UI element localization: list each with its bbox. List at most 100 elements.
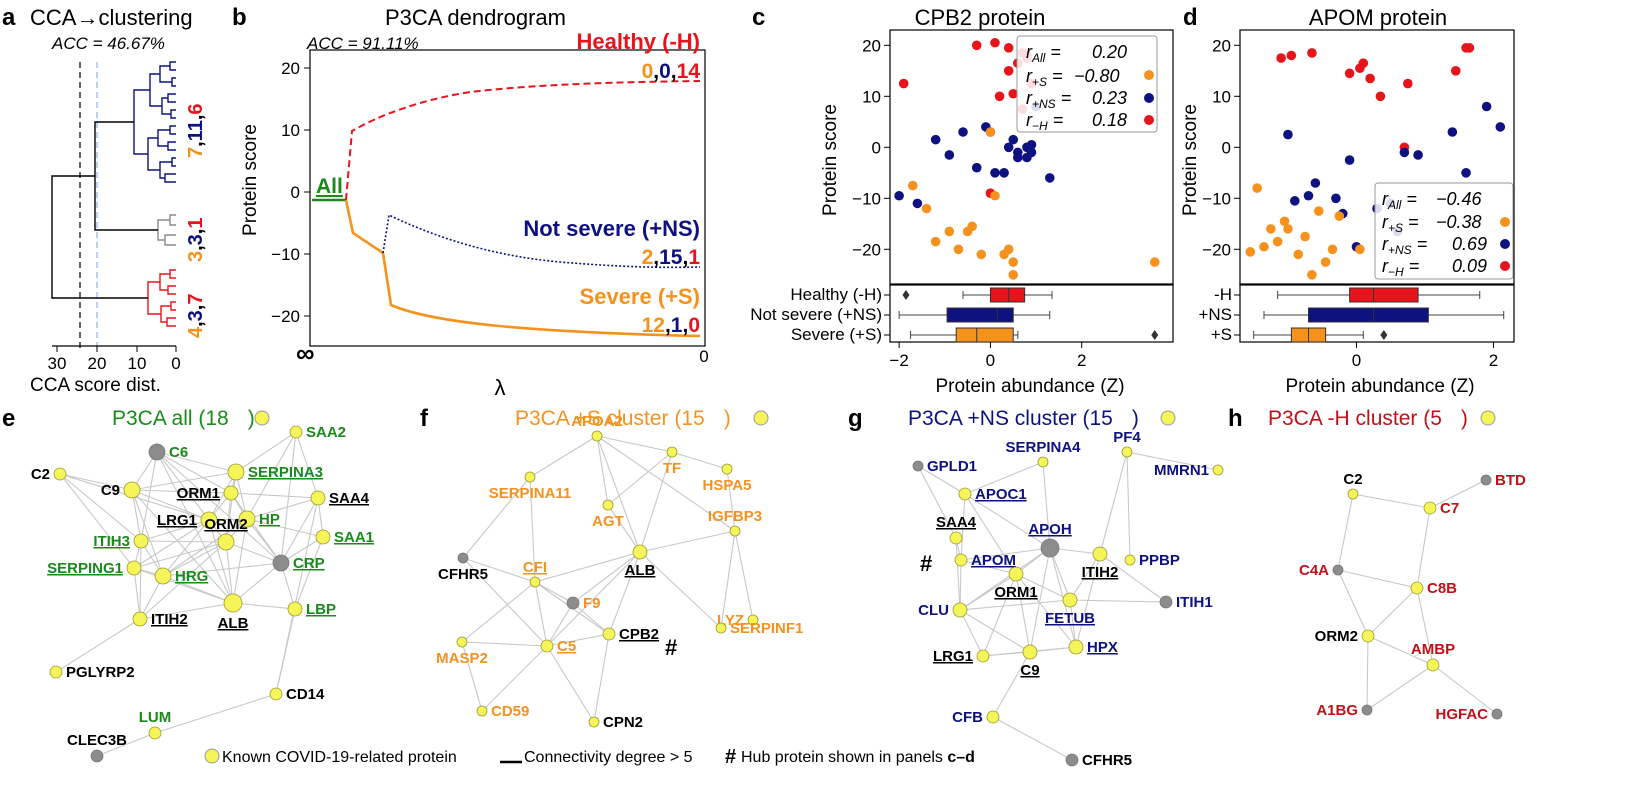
network-node-label: SAA4: [329, 490, 370, 507]
panel-c-yticks: −20 −10 0 10 20: [852, 36, 890, 259]
panel-f-title: P3CA +S cluster (15): [515, 407, 731, 430]
data-point: [1252, 183, 1262, 193]
network-node-label: APOM: [971, 552, 1016, 569]
data-point: [971, 162, 982, 173]
svg-text:−10: −10: [271, 245, 300, 264]
network-edge: [572, 602, 610, 635]
data-point: [1399, 147, 1410, 158]
network-node: [1347, 488, 1359, 500]
network-edge: [546, 633, 610, 647]
network-edge: [959, 547, 1051, 611]
network-edge: [529, 435, 598, 478]
dendro-cluster-red: [147, 269, 176, 327]
network-edge: [1367, 587, 1418, 637]
network-node-label: ALB: [625, 562, 656, 579]
network-node: [602, 499, 614, 511]
network-edge: [154, 693, 277, 734]
network-edge: [546, 645, 595, 723]
network-node-label: MMRN1: [1154, 462, 1209, 479]
network-node: [1423, 501, 1437, 515]
network-edge: [246, 518, 282, 564]
data-point: [958, 127, 968, 137]
network-node: [133, 533, 149, 549]
data-point: [1003, 43, 1014, 53]
network-node-label: CFB: [952, 709, 983, 726]
panel-a-title: CCA→clustering: [30, 5, 193, 30]
network-node-label: APOC1: [975, 486, 1027, 503]
panel-a-ticks: 30 20 10 0: [48, 346, 181, 373]
svg-text:10: 10: [281, 121, 300, 140]
network-edge: [133, 519, 210, 569]
network-node: [1068, 639, 1084, 655]
cluster-count-1: 7,11,6: [185, 103, 207, 158]
network-node-label: PPBP: [1139, 552, 1180, 569]
network-node: [952, 602, 968, 618]
network-edge: [917, 465, 957, 539]
network-node-label: IGFBP3: [708, 508, 762, 525]
network-edge: [1416, 587, 1434, 666]
network-edge: [546, 551, 641, 647]
panel-letter-c: c: [752, 4, 765, 31]
network-node-label: CD14: [286, 686, 325, 703]
data-point: [1307, 270, 1317, 280]
network-node-label: FETUB: [1045, 610, 1095, 627]
network-edge: [275, 497, 319, 695]
network-node: [1426, 658, 1440, 672]
panel-a: a CCA→clustering ACC = 46.67% 30 20 10: [2, 4, 207, 396]
network-node-label: AMBP: [1411, 641, 1455, 658]
network-edge: [131, 489, 142, 542]
network-node-label: C7: [1440, 500, 1459, 517]
network-node-label: ITIH2: [1082, 564, 1119, 581]
network-edge: [156, 451, 234, 604]
branch-severe: [344, 199, 701, 338]
x-tick-label: 2: [1077, 351, 1086, 370]
network-edge: [1099, 451, 1128, 555]
network-node: [540, 639, 554, 653]
data-point: [994, 91, 1005, 102]
network-node: [272, 554, 290, 572]
network-edge: [726, 468, 736, 532]
network-edge: [959, 599, 1071, 611]
count-healthy: 0,0,14: [642, 60, 701, 83]
stat-dot-not-severe: [1144, 93, 1154, 103]
network-node: [53, 467, 67, 481]
data-point: [1450, 66, 1461, 76]
network-node-label: SAA4: [936, 514, 977, 531]
network-edge: [1367, 635, 1434, 666]
network-node: [588, 716, 600, 728]
panel-h-title-icon: [1480, 410, 1496, 426]
network-node-label: PF4: [1113, 429, 1141, 446]
stat-d-dot-severe: [1500, 217, 1510, 227]
network-edge: [960, 547, 1051, 561]
network-node: [200, 511, 218, 529]
network-edge: [208, 471, 237, 521]
tick-10: 10: [128, 354, 147, 373]
network-edge: [1015, 573, 1031, 653]
panel-c-group-labels: Healthy (-H) Not severe (+NS) Severe (+S…: [750, 285, 890, 344]
dendro-root: [51, 121, 158, 299]
box-outlier: [902, 290, 910, 300]
network-node: [223, 485, 239, 501]
dendro-cluster-gray: [157, 214, 176, 246]
network-node: [591, 430, 603, 442]
panel-d-box-frame: [1239, 283, 1515, 343]
network-edge: [596, 435, 673, 453]
network-node-label: SERPINF1: [730, 620, 803, 637]
network-edge: [960, 559, 1017, 575]
network-node-label: LUM: [139, 709, 172, 726]
tick-0: 0: [171, 354, 180, 373]
data-point: [1481, 101, 1492, 112]
network-edge: [59, 473, 133, 491]
network-edge: [1337, 569, 1418, 589]
group-label-healthy: Healthy (-H): [790, 285, 882, 304]
network-node: [1092, 546, 1108, 562]
network-node-label: SAA2: [306, 424, 346, 441]
data-point: [1283, 224, 1293, 234]
network-edge: [992, 716, 1073, 761]
network-node: [1065, 753, 1079, 767]
network-node: [123, 481, 141, 499]
network-edge: [225, 541, 234, 604]
stat-r-severe: r+S = −0.80: [1026, 66, 1120, 89]
network-edge: [131, 489, 232, 494]
network-edge: [959, 609, 984, 657]
